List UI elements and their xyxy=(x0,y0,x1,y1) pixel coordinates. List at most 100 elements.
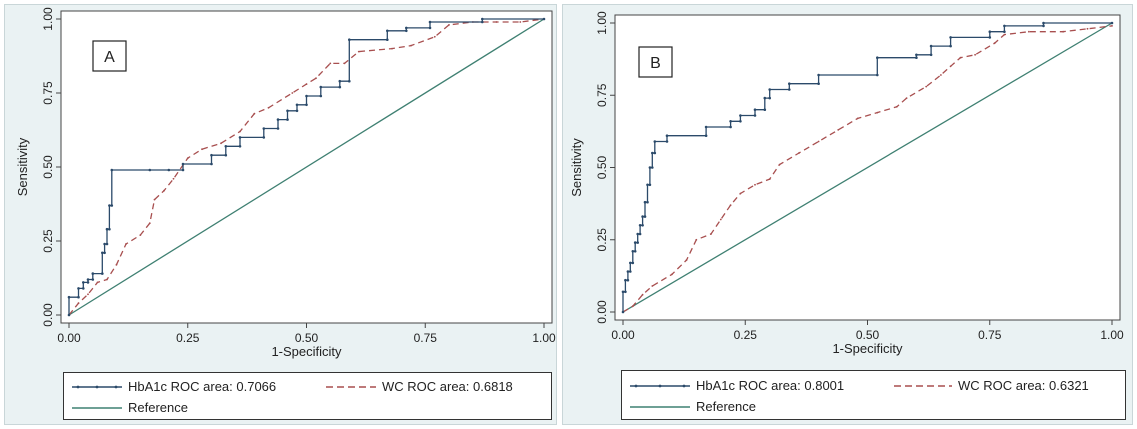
wc-point xyxy=(239,130,241,133)
hba1c-point xyxy=(181,168,185,172)
wc-point xyxy=(391,47,393,50)
wc-point xyxy=(115,263,118,266)
hba1c-point xyxy=(876,73,879,77)
hba1c-point xyxy=(651,151,654,155)
panel-label: B xyxy=(650,55,661,72)
wc-point xyxy=(1086,27,1089,30)
hba1c-point xyxy=(167,168,171,172)
hba1c-point xyxy=(729,125,732,129)
hba1c-point xyxy=(86,278,90,281)
hba1c-point xyxy=(626,270,630,273)
hba1c-point xyxy=(949,44,952,48)
hba1c-point xyxy=(929,53,933,57)
wc-point xyxy=(993,42,996,45)
hba1c-point xyxy=(77,287,80,290)
hba1c-point xyxy=(631,261,635,265)
wc-point xyxy=(631,305,634,308)
hba1c-point xyxy=(648,183,652,187)
wc-point xyxy=(729,204,732,207)
legend-label-reference: Reference xyxy=(696,399,756,414)
hba1c-point xyxy=(103,251,106,255)
wc-point xyxy=(267,106,270,109)
hba1c-point xyxy=(1042,24,1045,28)
wc-point xyxy=(895,105,898,108)
hba1c-point xyxy=(295,103,299,107)
y-tick-label: 1.00 xyxy=(41,7,55,31)
wc-point xyxy=(949,65,952,68)
hba1c-point xyxy=(915,53,918,57)
legend-entry-wc: WC ROC area: 0.6818 xyxy=(326,379,513,394)
wc-point xyxy=(163,189,165,192)
hba1c-point xyxy=(753,108,757,111)
hba1c-point xyxy=(386,29,389,33)
hba1c-point xyxy=(643,200,647,204)
hba1c-point xyxy=(305,94,308,98)
legend-entry-wc: WC ROC area: 0.6321 xyxy=(894,378,1089,393)
hba1c-point xyxy=(428,20,432,24)
hba1c-point xyxy=(626,278,630,282)
y-tick-label: 0.50 xyxy=(595,155,609,179)
wc-point xyxy=(925,85,928,88)
hba1c-point xyxy=(103,242,106,246)
hba1c-point xyxy=(110,168,114,172)
panel-label-box xyxy=(92,40,127,72)
hba1c-point xyxy=(386,38,389,41)
wc-point xyxy=(685,259,688,261)
wc-point xyxy=(671,273,673,276)
legend-label-reference: Reference xyxy=(128,400,188,415)
hba1c-point xyxy=(224,145,228,148)
x-tick-label: 0.00 xyxy=(57,331,81,345)
legend-entry-hba1c: HbA1c ROC area: 0.7066 xyxy=(72,379,276,394)
wc-point xyxy=(754,183,756,186)
wc-point xyxy=(837,129,840,131)
hba1c-point xyxy=(665,140,669,143)
hba1c-point xyxy=(295,109,299,113)
hba1c-point xyxy=(262,127,266,130)
hba1c-point xyxy=(768,96,771,100)
wc-point xyxy=(1111,25,1113,27)
legend-label-wc: WC ROC area: 0.6818 xyxy=(382,379,513,394)
wc-point xyxy=(186,157,189,160)
y-tick-label: 0.50 xyxy=(41,155,55,179)
wc-point xyxy=(357,50,360,53)
wc-point xyxy=(1028,30,1030,33)
hba1c-point xyxy=(768,88,771,91)
hba1c-point xyxy=(224,153,228,157)
hba1c-point xyxy=(648,166,652,169)
wc-point xyxy=(495,21,498,23)
hba1c-point xyxy=(286,109,289,113)
hba1c-point xyxy=(653,151,657,155)
wc-point xyxy=(959,56,962,59)
hba1c-point xyxy=(729,120,732,123)
hba1c-point xyxy=(77,295,80,299)
wc-point xyxy=(974,53,976,56)
hba1c-point xyxy=(638,232,642,236)
y-tick-label: 0.25 xyxy=(595,228,609,252)
wc-point xyxy=(433,35,436,38)
x-tick-label: 1.00 xyxy=(1100,328,1124,342)
roc-chart-a: 0.00 0.25 0.50 0.75 1.00 0.00 0.25 0.50 0.75 1.00… xyxy=(15,7,556,359)
x-tick-label: 0.75 xyxy=(978,328,1002,342)
hba1c-point xyxy=(817,73,820,77)
hba1c-point xyxy=(631,250,635,253)
hba1c-point xyxy=(653,140,657,143)
hba1c-point xyxy=(624,290,627,294)
legend-entry-reference: Reference xyxy=(72,400,188,415)
legend-swatch-reference xyxy=(72,406,122,409)
hba1c-point xyxy=(105,227,109,231)
hba1c-point xyxy=(651,166,654,169)
legend-swatch-wc xyxy=(894,384,952,387)
x-tick-label: 0.75 xyxy=(414,331,438,345)
y-tick-label: 0.25 xyxy=(41,229,55,253)
hba1c-point xyxy=(262,136,266,139)
wc-point xyxy=(710,233,712,235)
legend-b: HbA1c ROC area: 0.8001 WC ROC area: 0.63… xyxy=(621,370,1126,420)
roc-panel-a: 0.00 0.25 0.50 0.75 1.00 0.00 0.25 0.50 0.75 1.00… xyxy=(4,4,557,425)
hba1c-point xyxy=(181,162,185,166)
hba1c-point xyxy=(788,82,791,85)
wc-point xyxy=(940,74,942,76)
x-tick-label: 1.00 xyxy=(532,331,556,345)
wc-point xyxy=(905,97,908,99)
hba1c-point xyxy=(988,36,992,39)
hba1c-point xyxy=(405,26,408,30)
